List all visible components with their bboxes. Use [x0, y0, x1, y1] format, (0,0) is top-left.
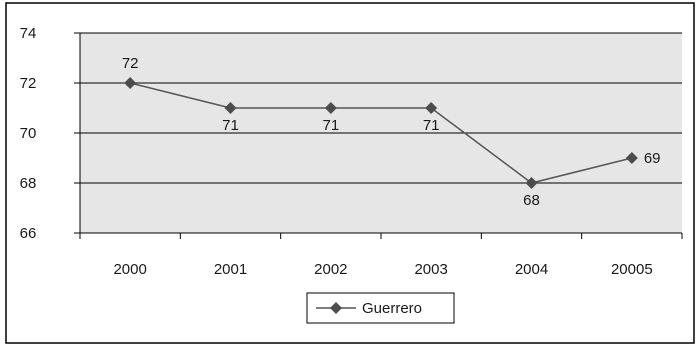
- data-point: [425, 102, 438, 114]
- data-point: [124, 77, 137, 89]
- data-point: [525, 177, 538, 189]
- x-axis-ticks: 2000 2001 2002 2003 2004 20005: [79, 233, 683, 278]
- series-guerrero: [124, 77, 638, 189]
- x-tick-label: 20005: [611, 261, 653, 278]
- data-point: [224, 102, 237, 114]
- data-label: 71: [423, 117, 440, 134]
- y-tick-label: 66: [20, 225, 37, 242]
- y-tick-label: 70: [20, 125, 37, 142]
- data-label: 72: [122, 55, 139, 72]
- series-line: [129, 82, 633, 184]
- legend-label: Guerrero: [362, 300, 422, 317]
- gridlines: [80, 32, 682, 184]
- data-label: 71: [322, 117, 339, 134]
- legend-marker: [330, 302, 342, 314]
- data-point: [324, 102, 337, 114]
- y-axis-ticks: 66 68 70 72 74: [20, 25, 80, 242]
- x-tick-label: 2003: [414, 261, 447, 278]
- y-tick-label: 74: [20, 25, 37, 42]
- data-label: 71: [222, 117, 239, 134]
- x-tick-label: 2000: [113, 261, 146, 278]
- x-tick-label: 2001: [214, 261, 247, 278]
- x-tick-label: 2004: [515, 261, 548, 278]
- x-tick-label: 2002: [314, 261, 347, 278]
- legend: Guerrero: [306, 292, 455, 324]
- data-point: [625, 152, 638, 164]
- y-tick-label: 72: [20, 75, 37, 92]
- data-label: 68: [523, 192, 540, 209]
- data-labels: 72 71 71 71 68 69: [122, 55, 661, 209]
- data-label: 69: [644, 150, 661, 167]
- y-tick-label: 68: [20, 175, 37, 192]
